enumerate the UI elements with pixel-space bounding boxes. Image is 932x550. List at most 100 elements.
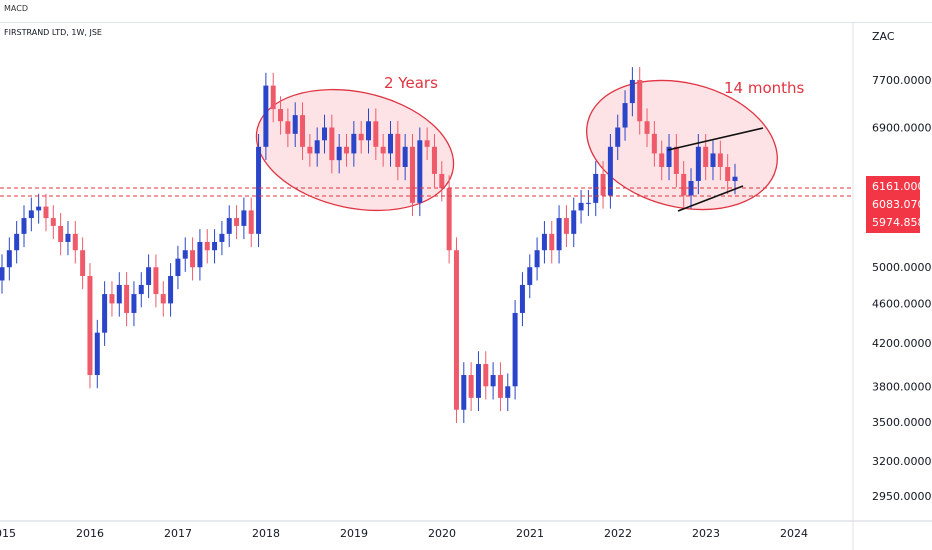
candle-body	[256, 146, 262, 234]
candle-body	[732, 176, 738, 181]
candle-body	[65, 233, 71, 242]
candle-body	[607, 146, 613, 196]
candle-body	[14, 233, 20, 251]
x-tick-label: 2019	[340, 527, 368, 540]
candle-body	[197, 241, 203, 268]
level-price-label-2: 5974.8589	[872, 216, 932, 229]
candle-body	[329, 127, 335, 161]
candle-body	[175, 258, 181, 277]
y-tick-label: 7700.0000	[872, 74, 932, 87]
candle-body	[270, 85, 276, 110]
candle-body	[212, 241, 218, 251]
candle-body	[453, 250, 459, 410]
candle-body	[563, 218, 569, 234]
candle-body	[87, 276, 93, 376]
y-tick-label: 3800.0000	[872, 380, 932, 393]
candle-body	[461, 375, 467, 410]
candle-body	[666, 146, 672, 167]
candle-body	[366, 121, 371, 141]
candle-body	[380, 146, 386, 154]
candle-body	[615, 127, 621, 147]
candle-body	[314, 140, 320, 154]
candle-body	[673, 146, 679, 174]
candle-body	[0, 267, 5, 281]
candle-body	[402, 146, 408, 167]
candle-body	[446, 188, 452, 251]
candle-body	[36, 206, 42, 211]
candle-body	[659, 153, 665, 167]
x-tick-label: 2016	[76, 527, 104, 540]
price-label-box	[866, 176, 920, 233]
symbol-title: FIRSTRAND LTD, 1W, JSE	[4, 28, 102, 37]
candle-body	[182, 250, 188, 259]
candle-body	[292, 115, 298, 134]
candle-body	[131, 294, 137, 313]
x-tick-label: 2020	[428, 527, 456, 540]
candle-body	[512, 312, 518, 387]
candle-body	[307, 146, 313, 154]
y-tick-label: 4600.0000	[872, 297, 932, 310]
candle-body	[373, 121, 379, 147]
x-tick-label: 2015	[0, 527, 16, 540]
candle-body	[681, 173, 687, 196]
candle-body	[322, 127, 328, 141]
y-tick-label: 5000.0000	[872, 261, 932, 274]
annotation-14-months: 14 months	[724, 79, 805, 97]
channel-lower-line[interactable]	[677, 185, 744, 212]
macd-indicator-label[interactable]: MACD	[4, 4, 28, 13]
candle-body	[600, 173, 606, 196]
candle-body	[43, 206, 49, 219]
candle-body	[490, 375, 496, 387]
candle-body	[395, 133, 401, 167]
candle-body	[629, 79, 635, 104]
candle-body	[138, 284, 144, 295]
candle-body	[475, 364, 481, 398]
candle-body	[637, 79, 643, 122]
annotations	[255, 79, 778, 212]
candle-body	[109, 294, 115, 304]
candle-body	[710, 153, 716, 167]
y-tick-label: 6900.0000	[872, 122, 932, 135]
candle-body	[226, 218, 232, 234]
candle-body	[278, 109, 284, 122]
candle-body	[153, 267, 159, 295]
candle-body	[497, 375, 503, 398]
x-tick-label: 2022	[604, 527, 632, 540]
candle-body	[58, 225, 64, 242]
candle-body	[285, 121, 291, 134]
candle-body	[468, 375, 474, 398]
y-tick-label: 3500.0000	[872, 416, 932, 429]
candle-body	[204, 241, 210, 251]
indicator-bar: MACD	[0, 0, 932, 23]
candle-body	[336, 146, 342, 161]
candle-body	[351, 133, 357, 154]
candle-body	[717, 153, 723, 167]
last-price-label: 6161.0000	[872, 180, 932, 193]
candle-body	[622, 103, 628, 128]
channel-upper-line[interactable]	[667, 127, 764, 151]
candle-body	[527, 267, 533, 285]
candles	[0, 67, 738, 423]
candle-body	[241, 210, 247, 226]
candle-body	[571, 210, 577, 234]
candle-body	[124, 284, 130, 313]
candle-body	[688, 180, 694, 196]
candle-body	[6, 250, 12, 268]
candle-body	[234, 218, 240, 226]
candle-body	[358, 133, 364, 141]
candle-body	[417, 140, 423, 203]
candle-body	[695, 146, 701, 181]
candle-body	[190, 250, 196, 268]
candle-body	[50, 218, 56, 226]
candle-body	[578, 202, 584, 211]
candle-body	[585, 202, 591, 204]
y-tick-label: 3200.0000	[872, 455, 932, 468]
candle-body	[80, 250, 86, 277]
candle-body	[168, 276, 174, 304]
candle-body	[439, 173, 445, 189]
candle-body	[146, 267, 152, 285]
candle-body	[644, 121, 650, 134]
candle-body	[725, 166, 731, 181]
candle-body	[28, 210, 34, 219]
